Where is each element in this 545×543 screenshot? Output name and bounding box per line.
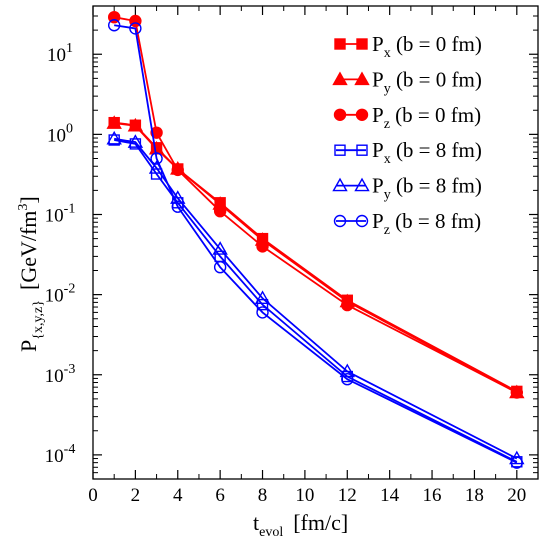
x-tick-label: 18 [465,485,484,506]
legend-label: Py (b = 8 fm) [372,174,482,203]
legend-label: Pz (b = 0 fm) [372,103,481,132]
y-tick-label: 10-2 [45,282,76,307]
y-tick-label: 101 [47,41,73,66]
data-point [171,163,184,177]
y-tick-label: 10-3 [45,362,76,387]
x-tick-label: 16 [423,485,442,506]
legend-label: Pz (b = 8 fm) [372,209,481,238]
plot-frame [92,5,539,480]
data-point [213,204,227,218]
x-tick-label: 14 [380,485,400,506]
series-6 [107,19,524,469]
data-point [339,363,355,378]
legend-marker [354,71,370,86]
legend-marker [333,214,347,228]
legend-label: Py (b = 0 fm) [372,67,482,96]
legend-entry: Pz (b = 0 fm) [333,103,481,132]
data-point [254,290,271,304]
data-point [256,306,269,319]
y-axis-label: P{x,y,z}[GeV/fm3] [16,196,46,352]
data-point [256,240,269,253]
legend: Px (b = 0 fm) Py (b = 0 fm) Pz (b = 0 fm) P… [332,32,482,238]
x-tick-label: 4 [173,485,183,506]
data-point [341,298,354,312]
x-tick-label: 2 [131,485,141,506]
data-point [150,152,163,165]
data-point [256,298,269,311]
data-point [106,115,122,129]
data-point [510,386,524,399]
series-5 [106,130,525,465]
legend-label: Px (b = 8 fm) [372,138,482,167]
legend-marker [332,177,348,192]
data-point [106,130,122,145]
y-tick-label: 100 [47,121,73,146]
legend-marker [334,144,346,156]
legend-entry: Px (b = 8 fm) [334,138,482,167]
x-tick-labels: 0 2 4 6 8 10 12 14 16 18 20 [88,485,526,506]
legend-entry: Py (b = 0 fm) [332,67,482,96]
data-point [127,134,144,148]
legend-marker [332,71,348,86]
legend-marker [356,144,368,156]
legend-marker [334,38,346,50]
legend-entry: Px (b = 0 fm) [334,32,482,61]
series-line [114,16,518,394]
legend-marker [356,38,368,50]
legend-label: Px (b = 0 fm) [372,32,482,61]
data-point [212,241,228,255]
legend-entry: Pz (b = 8 fm) [333,209,481,238]
data-point [171,200,184,213]
data-point [127,117,144,132]
data-point [510,456,524,469]
legend-marker [354,177,370,192]
x-tick-label: 20 [507,485,526,506]
data-point [341,373,354,386]
y-tick-label: 10-4 [45,442,76,467]
data-point [107,19,121,32]
axis-ticks [92,5,539,480]
x-tick-label: 8 [258,485,268,506]
x-tick-label: 6 [215,485,225,506]
legend-marker [355,108,369,122]
y-tick-labels: 10-4 10-3 10-2 10-1 100 101 [45,41,76,467]
x-axis-label: tevol [fm/c] [253,510,348,540]
series-line [114,24,518,464]
data-point [150,126,163,139]
x-tick-label: 12 [338,485,357,506]
data-series [106,10,525,469]
legend-marker [355,214,369,228]
data-point [129,22,142,35]
x-tick-label: 10 [295,485,314,506]
legend-marker [333,108,347,122]
legend-entry: Py (b = 8 fm) [332,174,482,203]
data-point [213,260,227,274]
x-tick-label: 0 [88,485,98,506]
y-tick-label: 10-1 [45,201,76,226]
